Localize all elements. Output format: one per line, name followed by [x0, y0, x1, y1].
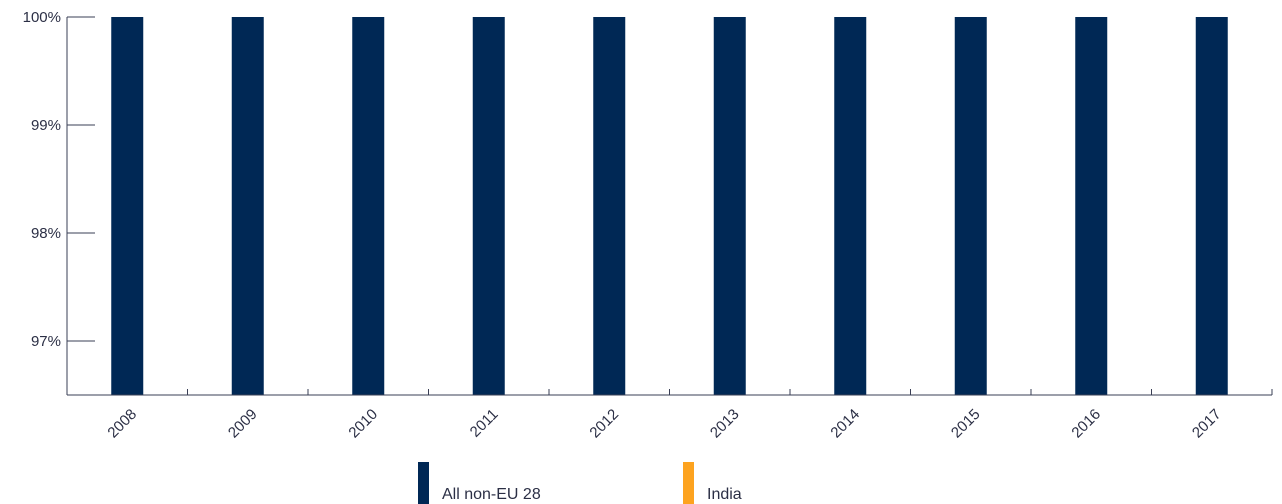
y-tick-label-100: 100%: [23, 9, 61, 26]
x-tick-label-2017: 2017: [1189, 406, 1225, 442]
y-tick-label-99: 99%: [31, 117, 61, 134]
x-tick-label-2010: 2010: [345, 406, 381, 442]
x-tick-label-2009: 2009: [225, 406, 261, 442]
bar-non-eu-2011: [472, 17, 505, 395]
x-tick-label-2011: 2011: [467, 406, 502, 441]
x-tick-label-2013: 2013: [707, 406, 743, 442]
legend-swatch-india: [683, 462, 694, 504]
bar-non-eu-2016: [1075, 17, 1108, 395]
x-tick-label-2015: 2015: [948, 406, 984, 442]
y-tick-label-97: 97%: [31, 333, 61, 350]
legend-label-india: India: [707, 486, 742, 503]
bar-non-eu-2015: [954, 17, 987, 395]
x-tick-label-2014: 2014: [827, 406, 863, 442]
bars-group: [111, 17, 1228, 395]
legend: All non-EU 28 India: [418, 462, 742, 504]
bar-non-eu-2010: [352, 17, 385, 395]
bar-non-eu-2017: [1195, 17, 1228, 395]
bar-non-eu-2014: [834, 17, 867, 395]
bar-non-eu-2012: [593, 17, 626, 395]
legend-label-non-eu: All non-EU 28: [442, 486, 541, 503]
x-tick-label-2012: 2012: [586, 406, 622, 442]
bar-non-eu-2013: [713, 17, 746, 395]
bar-non-eu-2009: [231, 17, 264, 395]
legend-swatch-non-eu: [418, 462, 429, 504]
y-tick-label-98: 98%: [31, 225, 61, 242]
bar-non-eu-2008: [111, 17, 144, 395]
x-tick-label-2008: 2008: [104, 406, 140, 442]
x-tick-label-2016: 2016: [1068, 406, 1104, 442]
